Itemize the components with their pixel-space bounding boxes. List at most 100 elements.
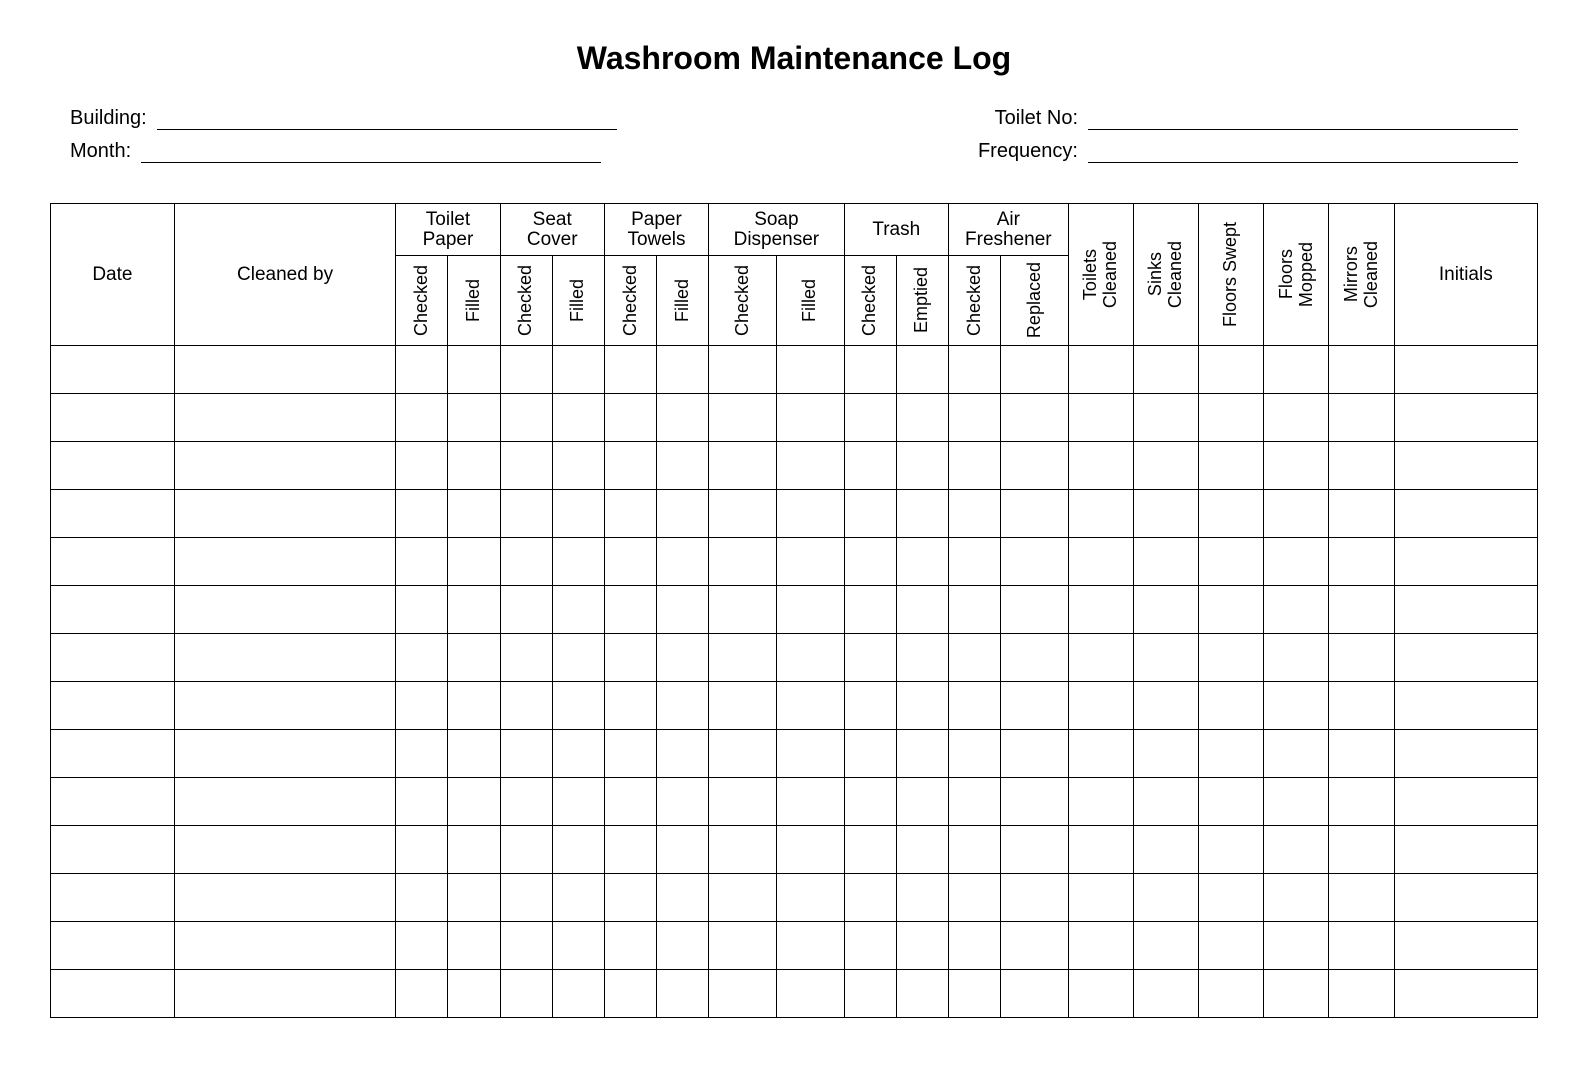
table-row	[51, 490, 1538, 538]
table-row	[51, 826, 1538, 874]
table-cell	[1329, 346, 1394, 394]
table-cell	[844, 346, 896, 394]
table-cell	[1329, 730, 1394, 778]
table-cell	[776, 682, 844, 730]
table-cell	[1264, 970, 1329, 1018]
col-tp-filled: Filled	[448, 256, 500, 346]
col-group-seat-cover: SeatCover	[500, 204, 604, 256]
table-cell	[1133, 442, 1198, 490]
table-cell	[552, 730, 604, 778]
table-cell	[500, 346, 552, 394]
col-soap-checked: Checked	[709, 256, 777, 346]
table-cell	[844, 778, 896, 826]
table-row	[51, 442, 1538, 490]
table-cell	[604, 874, 656, 922]
col-seat-filled: Filled	[552, 256, 604, 346]
table-row	[51, 538, 1538, 586]
table-cell	[604, 346, 656, 394]
table-cell	[552, 442, 604, 490]
table-cell	[1001, 634, 1069, 682]
table-cell	[552, 874, 604, 922]
table-cell	[396, 874, 448, 922]
table-row	[51, 730, 1538, 778]
table-cell	[896, 730, 948, 778]
table-cell	[948, 634, 1000, 682]
table-cell	[1264, 394, 1329, 442]
table-cell	[500, 538, 552, 586]
table-cell	[844, 634, 896, 682]
table-cell	[1133, 682, 1198, 730]
table-cell	[51, 778, 175, 826]
table-cell	[896, 682, 948, 730]
table-cell	[448, 826, 500, 874]
table-cell	[1394, 394, 1537, 442]
table-cell	[174, 538, 396, 586]
table-cell	[1264, 586, 1329, 634]
table-cell	[604, 922, 656, 970]
table-cell	[1264, 490, 1329, 538]
table-cell	[604, 538, 656, 586]
table-cell	[1199, 922, 1264, 970]
table-cell	[656, 634, 708, 682]
table-cell	[948, 922, 1000, 970]
table-cell	[51, 730, 175, 778]
table-cell	[1199, 826, 1264, 874]
table-cell	[1133, 394, 1198, 442]
table-cell	[552, 922, 604, 970]
col-seat-checked: Checked	[500, 256, 552, 346]
table-cell	[948, 874, 1000, 922]
table-cell	[1264, 922, 1329, 970]
table-cell	[396, 970, 448, 1018]
col-sinks-cleaned: SinksCleaned	[1133, 204, 1198, 346]
table-cell	[1068, 922, 1133, 970]
table-cell	[1264, 874, 1329, 922]
table-cell	[1133, 874, 1198, 922]
table-cell	[1001, 922, 1069, 970]
table-cell	[1199, 634, 1264, 682]
table-cell	[51, 394, 175, 442]
table-cell	[174, 778, 396, 826]
col-floors-swept: Floors Swept	[1199, 204, 1264, 346]
table-cell	[396, 394, 448, 442]
table-cell	[1264, 730, 1329, 778]
table-cell	[552, 970, 604, 1018]
table-cell	[776, 490, 844, 538]
table-row	[51, 634, 1538, 682]
meta-frequency-line	[1088, 141, 1518, 163]
table-cell	[1133, 970, 1198, 1018]
table-cell	[1068, 874, 1133, 922]
table-cell	[1001, 874, 1069, 922]
meta-toilet-no-label: Toilet No:	[995, 107, 1088, 130]
table-cell	[1394, 586, 1537, 634]
table-cell	[1264, 826, 1329, 874]
table-cell	[1199, 682, 1264, 730]
table-cell	[396, 538, 448, 586]
table-cell	[1394, 442, 1537, 490]
table-cell	[51, 490, 175, 538]
meta-toilet-no: Toilet No:	[995, 107, 1518, 130]
table-cell	[552, 778, 604, 826]
table-cell	[500, 826, 552, 874]
table-cell	[396, 682, 448, 730]
table-cell	[51, 874, 175, 922]
table-cell	[656, 442, 708, 490]
table-cell	[448, 394, 500, 442]
table-cell	[1133, 778, 1198, 826]
table-cell	[51, 586, 175, 634]
table-cell	[1001, 778, 1069, 826]
table-cell	[1199, 394, 1264, 442]
table-cell	[1394, 490, 1537, 538]
table-cell	[896, 490, 948, 538]
table-cell	[896, 538, 948, 586]
table-cell	[1133, 922, 1198, 970]
table-cell	[776, 826, 844, 874]
table-cell	[552, 826, 604, 874]
table-cell	[948, 586, 1000, 634]
table-cell	[448, 442, 500, 490]
table-cell	[552, 586, 604, 634]
table-cell	[1329, 874, 1394, 922]
table-cell	[500, 442, 552, 490]
table-cell	[1068, 826, 1133, 874]
col-pt-checked: Checked	[604, 256, 656, 346]
table-cell	[604, 826, 656, 874]
